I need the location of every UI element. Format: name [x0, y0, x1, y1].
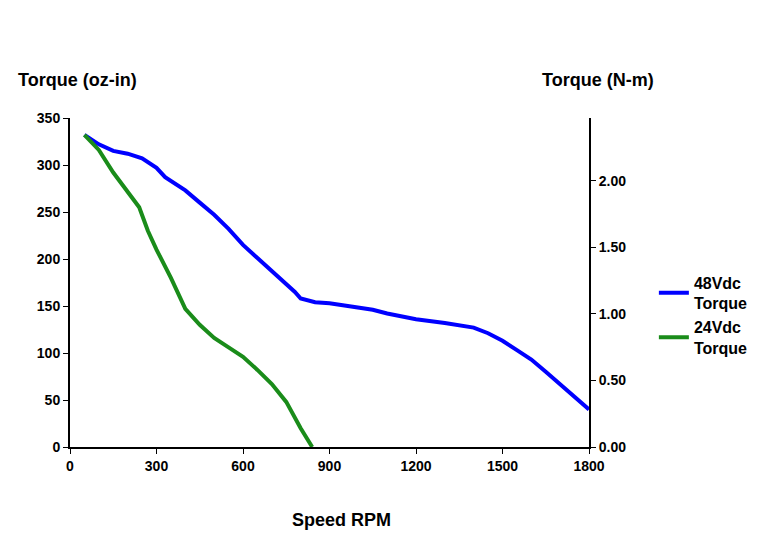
- svg-text:0.50: 0.50: [599, 372, 626, 388]
- svg-text:1200: 1200: [400, 458, 431, 474]
- svg-text:Torque (oz-in): Torque (oz-in): [18, 70, 137, 90]
- svg-text:150: 150: [37, 298, 61, 314]
- svg-text:350: 350: [37, 110, 61, 126]
- svg-text:Speed RPM: Speed RPM: [292, 510, 391, 530]
- svg-text:0.00: 0.00: [599, 439, 626, 455]
- svg-text:300: 300: [37, 157, 61, 173]
- svg-text:1800: 1800: [573, 458, 604, 474]
- svg-text:900: 900: [318, 458, 342, 474]
- svg-text:50: 50: [45, 392, 61, 408]
- svg-text:Torque (N-m): Torque (N-m): [542, 70, 654, 90]
- svg-text:100: 100: [37, 345, 61, 361]
- svg-text:24VdcTorque: 24VdcTorque: [694, 319, 747, 357]
- svg-text:2.00: 2.00: [599, 173, 626, 189]
- svg-text:1.00: 1.00: [599, 306, 626, 322]
- svg-text:250: 250: [37, 204, 61, 220]
- svg-text:600: 600: [231, 458, 255, 474]
- svg-text:48VdcTorque: 48VdcTorque: [694, 275, 747, 313]
- svg-text:200: 200: [37, 251, 61, 267]
- svg-text:0: 0: [66, 458, 74, 474]
- svg-text:0: 0: [52, 439, 60, 455]
- svg-text:1500: 1500: [487, 458, 518, 474]
- svg-text:300: 300: [145, 458, 169, 474]
- svg-text:1.50: 1.50: [599, 239, 626, 255]
